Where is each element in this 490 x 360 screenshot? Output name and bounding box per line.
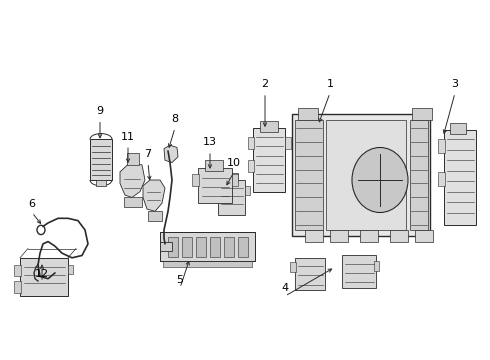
- Bar: [295, 258, 325, 290]
- Bar: [213, 186, 219, 195]
- Text: 2: 2: [262, 80, 269, 89]
- Bar: [374, 261, 379, 271]
- Text: 13: 13: [203, 138, 217, 148]
- Text: 7: 7: [145, 149, 151, 159]
- Bar: [192, 174, 199, 186]
- Bar: [326, 120, 406, 230]
- Bar: [415, 230, 433, 242]
- Bar: [342, 256, 376, 288]
- Bar: [198, 168, 232, 203]
- Bar: [298, 108, 318, 120]
- Bar: [412, 108, 432, 120]
- Bar: [196, 237, 206, 257]
- Polygon shape: [164, 145, 178, 163]
- Bar: [410, 120, 428, 230]
- Bar: [68, 265, 73, 274]
- Text: 11: 11: [121, 132, 135, 142]
- Polygon shape: [120, 163, 145, 197]
- Polygon shape: [143, 180, 165, 211]
- Bar: [124, 197, 142, 207]
- Bar: [163, 261, 252, 267]
- Bar: [245, 186, 250, 195]
- Bar: [390, 230, 408, 242]
- Bar: [438, 139, 445, 153]
- Bar: [248, 137, 254, 149]
- Text: 9: 9: [97, 106, 103, 116]
- Bar: [224, 237, 234, 257]
- Bar: [232, 174, 238, 186]
- Text: 10: 10: [227, 158, 241, 168]
- Bar: [260, 121, 278, 132]
- Text: 8: 8: [172, 114, 178, 124]
- Circle shape: [352, 148, 408, 212]
- Bar: [330, 230, 348, 242]
- Bar: [290, 262, 296, 272]
- Text: 6: 6: [28, 199, 35, 209]
- Bar: [285, 137, 291, 149]
- Bar: [20, 258, 68, 296]
- Bar: [253, 128, 285, 192]
- Text: 1: 1: [326, 80, 334, 89]
- Text: 3: 3: [451, 80, 459, 89]
- Bar: [438, 172, 445, 186]
- Text: 4: 4: [281, 283, 289, 293]
- Bar: [360, 230, 378, 242]
- Bar: [218, 180, 245, 215]
- Bar: [168, 237, 178, 257]
- Bar: [444, 130, 476, 225]
- Bar: [148, 211, 162, 221]
- Bar: [127, 153, 139, 165]
- Bar: [205, 160, 223, 171]
- Text: 12: 12: [35, 269, 49, 279]
- Bar: [226, 173, 238, 182]
- Bar: [90, 139, 112, 180]
- Bar: [14, 281, 21, 293]
- Bar: [160, 242, 172, 251]
- Bar: [210, 237, 220, 257]
- Bar: [248, 160, 254, 172]
- Bar: [450, 123, 466, 134]
- Text: 5: 5: [176, 275, 183, 284]
- Bar: [305, 230, 323, 242]
- Bar: [160, 232, 255, 261]
- Bar: [96, 180, 106, 186]
- Bar: [14, 265, 21, 276]
- Bar: [292, 114, 430, 236]
- Bar: [238, 237, 248, 257]
- Bar: [295, 120, 323, 230]
- Bar: [182, 237, 192, 257]
